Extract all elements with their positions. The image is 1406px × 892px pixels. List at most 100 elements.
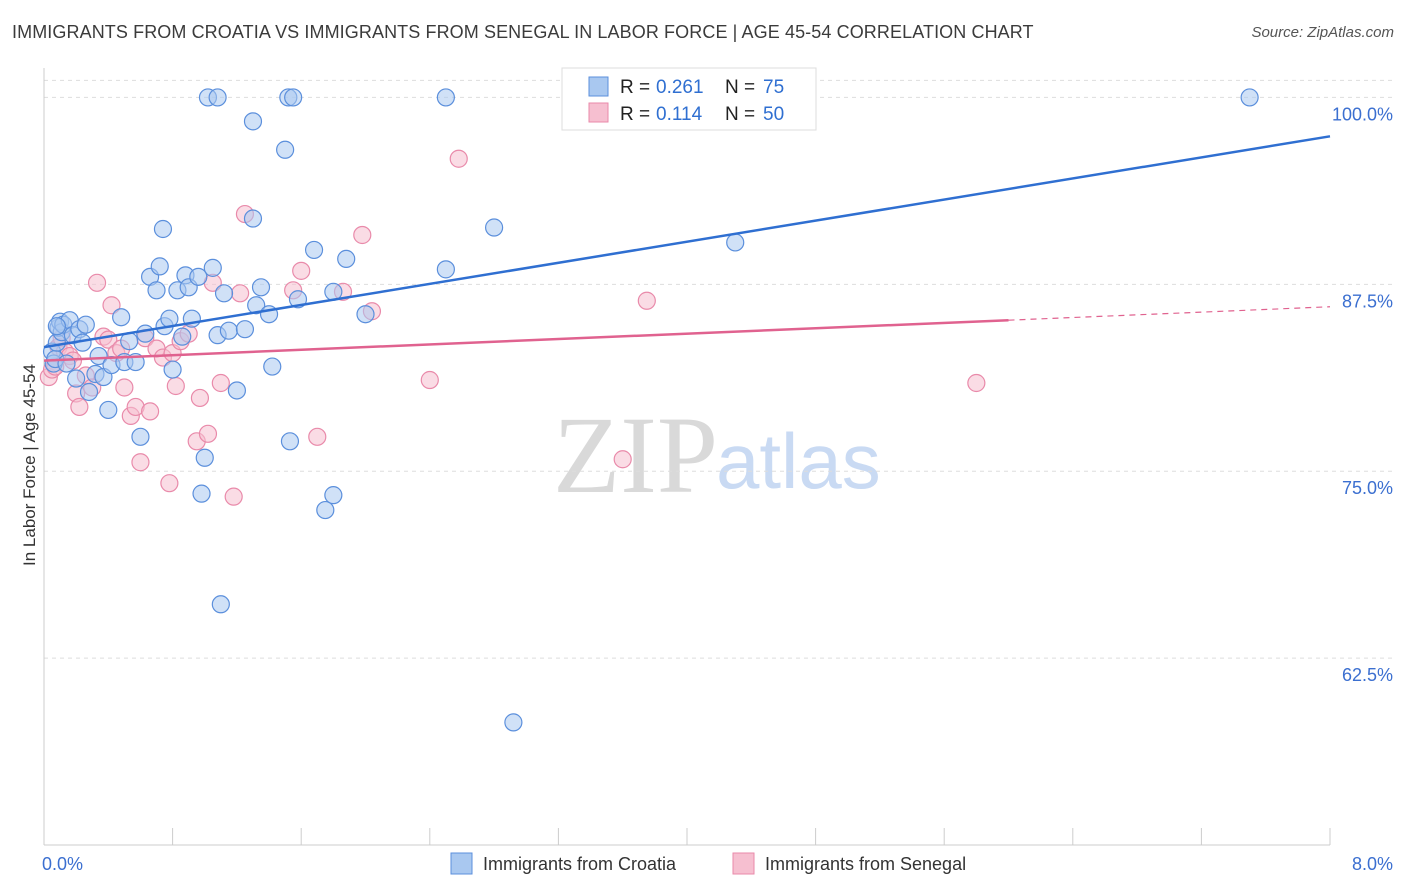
croatia-point bbox=[235, 320, 255, 339]
watermark-zip: ZIP bbox=[553, 394, 718, 516]
y-tick-label: 87.5% bbox=[1342, 291, 1393, 311]
croatia-point bbox=[324, 486, 343, 505]
senegal-trendline bbox=[43, 318, 1009, 362]
croatia-point bbox=[316, 500, 335, 520]
legend-r-value-croatia: 0.261 bbox=[656, 77, 704, 98]
croatia-point bbox=[214, 284, 234, 303]
croatia-point bbox=[276, 140, 295, 159]
croatia-point bbox=[436, 260, 455, 279]
senegal-point bbox=[637, 291, 656, 310]
croatia-point bbox=[243, 112, 263, 131]
croatia-trendline bbox=[43, 135, 1331, 349]
croatia-point bbox=[219, 321, 238, 340]
x-tick-label-min: 0.0% bbox=[42, 854, 83, 874]
croatia-point bbox=[79, 382, 99, 402]
y-tick-label: 62.5% bbox=[1342, 665, 1393, 685]
croatia-point bbox=[99, 400, 118, 420]
croatia-point bbox=[304, 240, 324, 260]
senegal-point bbox=[190, 388, 210, 408]
croatia-point bbox=[76, 315, 95, 334]
croatia-point bbox=[89, 346, 108, 366]
croatia-point bbox=[173, 327, 192, 346]
croatia-point bbox=[47, 317, 66, 336]
senegal-point bbox=[87, 273, 107, 292]
senegal-point bbox=[70, 397, 89, 417]
croatia-point bbox=[57, 354, 76, 373]
axes bbox=[43, 68, 1331, 846]
croatia-point bbox=[203, 258, 222, 277]
croatia-point bbox=[147, 281, 166, 300]
croatia-point bbox=[243, 209, 263, 228]
y-tick-labels: 62.5% 75.0% 87.5% 100.0% bbox=[1332, 104, 1393, 685]
senegal-point bbox=[140, 402, 160, 421]
senegal-point bbox=[102, 296, 121, 315]
croatia-point bbox=[150, 257, 169, 276]
senegal-point bbox=[231, 284, 250, 303]
senegal-trendline-extension bbox=[1008, 306, 1331, 321]
y-axis-label: In Labor Force | Age 45-54 bbox=[20, 364, 39, 566]
chart-title: IMMIGRANTS FROM CROATIA VS IMMIGRANTS FR… bbox=[12, 22, 1034, 42]
trendlines bbox=[43, 135, 1331, 362]
source-credit: Source: ZipAtlas.com bbox=[1251, 24, 1394, 41]
croatia-point bbox=[356, 305, 375, 324]
croatia-point bbox=[211, 595, 230, 614]
watermark-atlas: atlas bbox=[716, 417, 881, 505]
y-tick-label: 100.0% bbox=[1332, 104, 1393, 124]
croatia-point bbox=[1240, 88, 1259, 107]
croatia-point bbox=[284, 88, 303, 107]
legend-n-label-croatia: N = bbox=[725, 77, 755, 98]
legend-swatch-croatia bbox=[588, 76, 609, 97]
bottom-legend: Immigrants from Croatia Immigrants from … bbox=[450, 852, 966, 875]
croatia-point bbox=[112, 308, 131, 327]
legend-r-label-croatia: R = bbox=[620, 77, 650, 98]
croatia-point bbox=[153, 219, 173, 239]
legend-n-value-senegal: 50 bbox=[763, 104, 784, 125]
senegal-point bbox=[308, 427, 327, 446]
croatia-point bbox=[251, 278, 271, 297]
croatia-point bbox=[726, 233, 745, 252]
croatia-point bbox=[263, 357, 282, 376]
bottom-legend-swatch-croatia bbox=[450, 852, 473, 875]
senegal-point bbox=[160, 474, 179, 493]
legend-swatch-senegal bbox=[588, 102, 609, 123]
croatia-point bbox=[195, 448, 214, 467]
croatia-point bbox=[136, 324, 155, 343]
bottom-legend-label-senegal: Immigrants from Senegal bbox=[765, 854, 966, 874]
legend-box: R = 0.261 N = 75 R = 0.114 N = 50 bbox=[561, 67, 817, 131]
senegal-point bbox=[131, 453, 150, 472]
senegal-point bbox=[613, 450, 632, 469]
croatia-point bbox=[163, 360, 182, 379]
senegal-point bbox=[224, 487, 243, 506]
bottom-legend-swatch-senegal bbox=[732, 852, 755, 875]
senegal-point bbox=[211, 373, 230, 393]
x-tick-labels: 0.0% 8.0% bbox=[42, 854, 1393, 874]
legend-r-value-senegal: 0.114 bbox=[656, 104, 703, 125]
legend-r-label-senegal: R = bbox=[620, 104, 650, 125]
x-tick-label-max: 8.0% bbox=[1352, 854, 1393, 874]
croatia-point bbox=[192, 484, 211, 503]
legend-n-label-senegal: N = bbox=[725, 104, 755, 125]
senegal-point bbox=[198, 424, 218, 443]
croatia-point bbox=[504, 713, 523, 732]
croatia-point bbox=[280, 432, 300, 451]
croatia-point bbox=[436, 88, 455, 107]
y-tick-label: 75.0% bbox=[1342, 478, 1393, 498]
croatia-point bbox=[337, 249, 356, 269]
croatia-point bbox=[67, 369, 86, 388]
croatia-point bbox=[131, 427, 150, 446]
gridlines bbox=[44, 79, 1392, 659]
croatia-point bbox=[247, 296, 266, 315]
legend-n-value-croatia: 75 bbox=[763, 77, 784, 98]
senegal-point bbox=[166, 376, 185, 396]
senegal-point bbox=[420, 370, 439, 390]
bottom-legend-label-croatia: Immigrants from Croatia bbox=[483, 854, 677, 874]
croatia-point bbox=[227, 381, 246, 400]
senegal-point bbox=[115, 378, 134, 397]
croatia-point bbox=[208, 88, 227, 107]
senegal-point bbox=[967, 373, 986, 393]
senegal-point bbox=[449, 149, 468, 168]
senegal-point bbox=[292, 261, 311, 280]
senegal-point bbox=[353, 225, 372, 245]
croatia-point bbox=[485, 218, 504, 237]
